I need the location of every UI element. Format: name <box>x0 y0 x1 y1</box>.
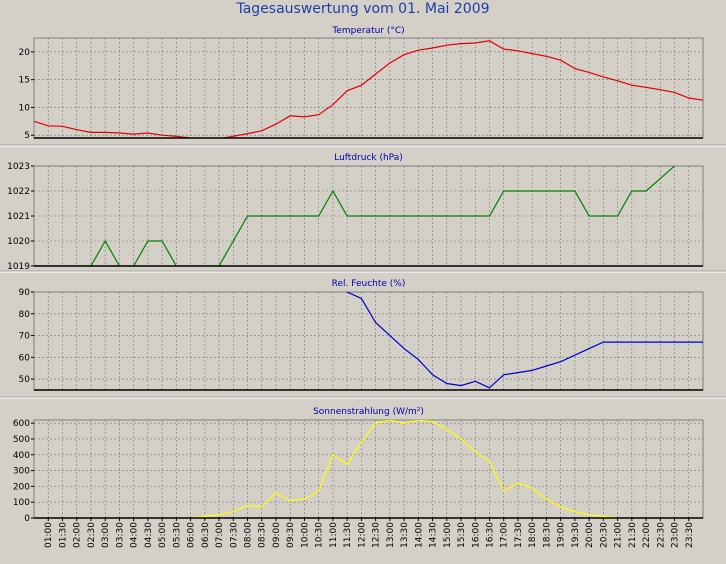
x-tick-label: 13:30 <box>400 522 410 548</box>
x-tick-label: 05:30 <box>172 522 182 548</box>
x-tick-label: 15:30 <box>457 522 467 548</box>
x-tick-label: 10:30 <box>315 522 325 548</box>
y-tick-label: 1021 <box>7 212 30 222</box>
y-tick-label: 10 <box>19 103 31 113</box>
x-tick-label: 03:00 <box>101 522 111 548</box>
y-tick-label: 20 <box>19 48 31 58</box>
series-line <box>34 166 676 266</box>
y-tick-label: 0 <box>24 514 30 524</box>
x-tick-label: 16:00 <box>471 522 481 548</box>
x-tick-label: 19:00 <box>557 522 567 548</box>
x-tick-label: 07:30 <box>229 522 239 548</box>
x-tick-label: 11:00 <box>329 522 339 548</box>
x-tick-label: 22:30 <box>656 522 666 548</box>
panel-title: Rel. Feuchte (%) <box>332 279 406 289</box>
page-title: Tagesauswertung vom 01. Mai 2009 <box>236 1 490 17</box>
panel-title: Sonnenstrahlung (W/m²) <box>313 407 424 417</box>
y-tick-label: 600 <box>13 419 30 429</box>
x-tick-label: 20:30 <box>599 522 609 548</box>
y-tick-label: 50 <box>19 375 31 385</box>
x-tick-label: 08:30 <box>258 522 268 548</box>
y-tick-label: 70 <box>19 332 31 342</box>
panel-title: Luftdruck (hPa) <box>334 153 403 163</box>
y-tick-label: 1019 <box>7 262 30 272</box>
plot-frame <box>33 37 704 139</box>
y-tick-label: 5 <box>24 131 30 141</box>
x-tick-label: 11:30 <box>343 522 353 548</box>
y-tick-label: 1022 <box>7 187 30 197</box>
y-tick-label: 500 <box>13 435 30 445</box>
series-line <box>346 292 703 389</box>
x-tick-label: 23:00 <box>671 522 681 548</box>
x-tick-label: 21:00 <box>614 522 624 548</box>
plot-frame <box>33 291 704 391</box>
x-tick-label: 19:30 <box>571 522 581 548</box>
y-tick-label: 15 <box>19 76 30 86</box>
x-tick-label: 18:00 <box>528 522 538 548</box>
x-tick-label: 02:00 <box>73 522 83 548</box>
series-line <box>34 420 703 518</box>
x-tick-label: 20:00 <box>585 522 595 548</box>
x-tick-label: 16:30 <box>485 522 495 548</box>
y-tick-label: 300 <box>13 467 30 477</box>
y-tick-label: 100 <box>13 498 30 508</box>
x-tick-label: 04:00 <box>130 522 140 548</box>
y-tick-label: 400 <box>13 451 30 461</box>
x-tick-label: 06:00 <box>187 522 197 548</box>
y-tick-label: 1023 <box>7 162 30 172</box>
x-tick-label: 14:30 <box>429 522 439 548</box>
x-tick-label: 06:30 <box>201 522 211 548</box>
x-tick-label: 07:00 <box>215 522 225 548</box>
x-tick-label: 02:30 <box>87 522 97 548</box>
plot-frame <box>33 419 704 519</box>
x-tick-label: 09:00 <box>272 522 282 548</box>
x-tick-label: 01:00 <box>44 522 54 548</box>
x-tick-label: 01:30 <box>58 522 68 548</box>
y-tick-label: 60 <box>19 353 31 363</box>
x-tick-label: 23:30 <box>685 522 695 548</box>
x-tick-label: 17:30 <box>514 522 524 548</box>
x-tick-label: 12:00 <box>357 522 367 548</box>
x-tick-label: 18:30 <box>542 522 552 548</box>
y-tick-label: 90 <box>19 288 31 298</box>
x-tick-label: 04:30 <box>144 522 154 548</box>
y-tick-label: 80 <box>19 310 31 320</box>
x-tick-label: 08:00 <box>244 522 254 548</box>
x-tick-label: 12:30 <box>372 522 382 548</box>
x-tick-label: 15:00 <box>443 522 453 548</box>
x-tick-label: 14:00 <box>414 522 424 548</box>
panel-title: Temperatur (°C) <box>331 26 404 36</box>
y-tick-label: 1020 <box>7 237 30 247</box>
x-tick-label: 09:30 <box>286 522 296 548</box>
series-line <box>34 40 703 138</box>
x-tick-label: 22:00 <box>642 522 652 548</box>
x-tick-label: 17:00 <box>500 522 510 548</box>
x-tick-label: 10:00 <box>300 522 310 548</box>
y-tick-label: 200 <box>13 482 30 492</box>
x-tick-label: 03:30 <box>115 522 125 548</box>
x-tick-label: 05:00 <box>158 522 168 548</box>
x-tick-label: 21:30 <box>628 522 638 548</box>
x-tick-label: 13:00 <box>386 522 396 548</box>
